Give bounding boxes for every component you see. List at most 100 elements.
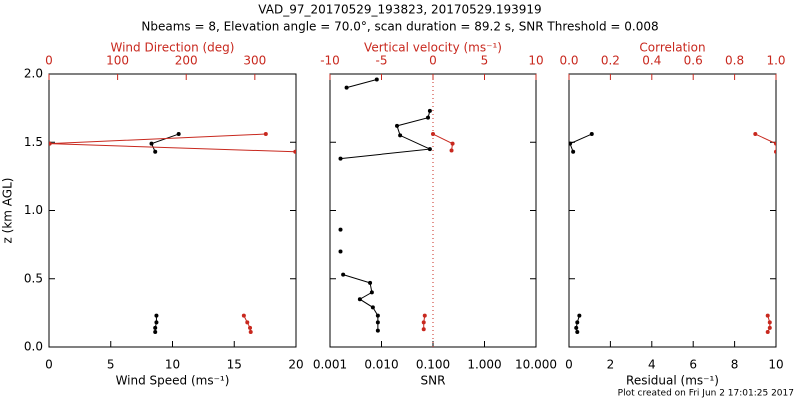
profile-point xyxy=(374,77,379,82)
plot-area xyxy=(49,132,296,334)
profile-point xyxy=(765,329,770,334)
x-tick-label: 0.001 xyxy=(313,358,347,372)
x-tick-label: 10.000 xyxy=(515,358,557,372)
profile-line xyxy=(150,133,179,332)
profile-point xyxy=(422,313,427,318)
x2-tick-label: 0.0 xyxy=(559,54,578,68)
profile-line xyxy=(569,133,592,333)
x2-tick-label: 10 xyxy=(528,54,543,68)
profile-point xyxy=(753,132,758,137)
profile-point xyxy=(245,320,250,325)
profile-point xyxy=(149,141,154,146)
profile-point xyxy=(427,108,432,113)
x-axis-label: Wind Speed (ms⁻¹) xyxy=(116,374,230,388)
x2-tick-label: 100 xyxy=(106,54,129,68)
x2-tick-label: 0 xyxy=(45,54,53,68)
profile-point xyxy=(338,227,343,232)
profile-point xyxy=(375,313,380,318)
profile-line xyxy=(755,133,776,333)
x2-tick-label: 200 xyxy=(175,54,198,68)
profile-point xyxy=(154,320,159,325)
profile-point xyxy=(293,149,296,154)
profile-point xyxy=(589,132,594,137)
x2-tick-label: 0.2 xyxy=(601,54,620,68)
y-tick-label: 2.0 xyxy=(24,67,43,81)
profile-line xyxy=(340,78,432,331)
x-tick-label: 4 xyxy=(648,358,656,372)
profile-point xyxy=(574,325,579,330)
profile-point xyxy=(431,132,435,137)
profile-point xyxy=(49,141,52,146)
x2-axis-label: Wind Direction (deg) xyxy=(111,41,235,55)
x-tick-label: 15 xyxy=(227,358,242,372)
profile-line xyxy=(423,133,454,330)
profile-point xyxy=(248,325,253,330)
profile-point xyxy=(368,280,373,285)
x-tick-label: 0 xyxy=(45,358,53,372)
profile-point xyxy=(571,149,576,154)
profile-point xyxy=(421,320,426,325)
profile-point xyxy=(426,115,431,120)
profile-point xyxy=(176,132,181,137)
profile-point xyxy=(248,329,253,334)
profile-point xyxy=(370,305,375,310)
profile-point xyxy=(357,297,362,302)
y-tick-label: 0.5 xyxy=(24,271,43,285)
x2-tick-label: 1.0 xyxy=(766,54,785,68)
x-tick-label: 20 xyxy=(288,358,303,372)
profile-point xyxy=(575,320,580,325)
profile-point xyxy=(765,313,770,318)
x-tick-label: 8 xyxy=(731,358,739,372)
profile-point xyxy=(449,148,454,153)
plot-area xyxy=(569,132,776,334)
x-tick-label: 10 xyxy=(768,358,783,372)
profile-point xyxy=(263,132,268,137)
x-tick-label: 0 xyxy=(565,358,573,372)
chart-title: VAD_97_20170529_193823, 20170529.193919 xyxy=(258,3,541,17)
y-tick-label: 1.0 xyxy=(24,203,43,217)
profile-point xyxy=(421,327,426,332)
profile-point xyxy=(341,272,346,277)
x2-tick-label: 0 xyxy=(429,54,437,68)
y-tick-label: 0.0 xyxy=(24,340,43,354)
profile-point xyxy=(427,147,432,152)
x2-tick-label: 5 xyxy=(481,54,489,68)
profile-point xyxy=(774,149,776,154)
x-tick-label: 10 xyxy=(165,358,180,372)
x-tick-label: 0.100 xyxy=(416,358,450,372)
x2-tick-label: -10 xyxy=(320,54,340,68)
x-tick-label: 1.000 xyxy=(467,358,501,372)
profile-point xyxy=(375,320,380,325)
profile-point xyxy=(450,141,455,146)
profile-line xyxy=(49,133,296,333)
x-tick-label: 5 xyxy=(107,358,115,372)
profile-point xyxy=(344,85,349,90)
x2-axis-label: Vertical velocity (ms⁻¹) xyxy=(364,41,502,55)
x-tick-label: 2 xyxy=(607,358,615,372)
profile-point xyxy=(575,329,580,334)
chart-subtitle: Nbeams = 8, Elevation angle = 70.0°, sca… xyxy=(141,20,658,34)
x-tick-label: 6 xyxy=(689,358,697,372)
profile-point xyxy=(241,313,246,318)
x-tick-label: 0.010 xyxy=(364,358,398,372)
profile-point xyxy=(153,325,158,330)
x2-tick-label: 300 xyxy=(243,54,266,68)
profile-point xyxy=(774,141,776,146)
profile-point xyxy=(395,123,400,128)
profile-point xyxy=(375,328,380,333)
plot-frame xyxy=(568,73,777,348)
x-axis-label: SNR xyxy=(421,374,446,388)
plot-frame xyxy=(48,73,297,348)
x-axis-label: Residual (ms⁻¹) xyxy=(626,374,719,388)
y-axis-label: z (km AGL) xyxy=(1,178,15,244)
profile-point xyxy=(398,133,403,138)
profile-point xyxy=(577,313,582,318)
x2-tick-label: -5 xyxy=(376,54,388,68)
profile-point xyxy=(767,320,772,325)
profile-point xyxy=(153,329,158,334)
profile-point xyxy=(338,249,343,254)
plot-area xyxy=(338,77,455,333)
x2-axis-label: Correlation xyxy=(639,41,705,55)
profile-point xyxy=(569,141,573,146)
